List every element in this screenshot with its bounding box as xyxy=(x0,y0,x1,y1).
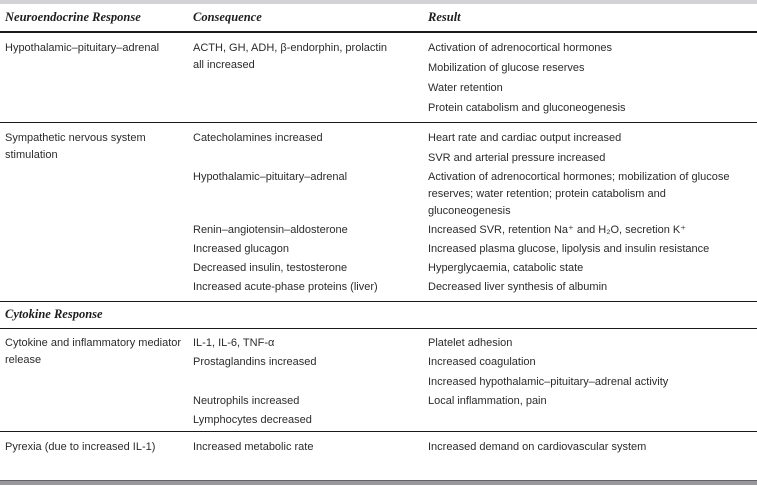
row-entries: Increased metabolic rate Increased deman… xyxy=(193,439,749,458)
result-line: Increased hypothalamic–pituitary–adrenal… xyxy=(428,376,669,388)
column-header-response: Neuroendocrine Response xyxy=(5,10,141,24)
result-line: Activation of adrenocortical hormones; m… xyxy=(428,171,730,217)
consequence-cell: Hypothalamic–pituitary–adrenal xyxy=(193,171,348,183)
table-entry: Decreased insulin, testosterone Hypergly… xyxy=(193,260,749,277)
table-entry: IL-1, IL-6, TNF-α Platelet adhesion xyxy=(193,335,749,352)
result-cell: Activation of adrenocortical hormones; m… xyxy=(428,169,749,220)
result-line: Increased plasma glucose, lipolysis and … xyxy=(428,243,710,255)
result-cell: Platelet adhesion xyxy=(428,335,749,352)
result-cell: Heart rate and cardiac output increased … xyxy=(428,130,749,167)
result-line: Heart rate and cardiac output increased xyxy=(428,132,622,144)
table-entry: Catecholamines increased Heart rate and … xyxy=(193,130,749,167)
section-header-cytokine-response: Cytokine Response xyxy=(0,302,757,329)
table-entry: Increased metabolic rate Increased deman… xyxy=(193,439,749,456)
table-entry: Increased acute-phase proteins (liver) D… xyxy=(193,279,749,296)
table-entry: Hypothalamic–pituitary–adrenal Activatio… xyxy=(193,169,749,220)
response-cell: Pyrexia (due to increased IL-1) xyxy=(5,441,156,453)
consequence-cell: Catecholamines increased xyxy=(193,132,323,144)
response-cell: Cytokine and inflammatory mediator relea… xyxy=(5,337,182,366)
result-line: Increased demand on cardiovascular syste… xyxy=(428,441,647,453)
consequence-cell: Increased glucagon xyxy=(193,243,290,255)
result-line: Decreased liver synthesis of albumin xyxy=(428,281,608,293)
consequence-cell: Renin–angiotensin–aldosterone xyxy=(193,224,348,236)
top-rule-band xyxy=(0,0,757,4)
row-entries: IL-1, IL-6, TNF-α Platelet adhesion Pros… xyxy=(193,335,749,431)
table-entry: Renin–angiotensin–aldosterone Increased … xyxy=(193,222,749,239)
result-cell: Activation of adrenocortical hormones Mo… xyxy=(428,40,749,117)
result-cell: Increased SVR, retention Na⁺ and H₂O, se… xyxy=(428,222,749,239)
result-cell: Increased plasma glucose, lipolysis and … xyxy=(428,241,749,258)
table-row: Pyrexia (due to increased IL-1) Increase… xyxy=(0,432,757,461)
table-row: Hypothalamic–pituitary–adrenal ACTH, GH,… xyxy=(0,33,757,123)
result-cell: Decreased liver synthesis of albumin xyxy=(428,279,749,296)
consequence-cell: Lymphocytes decreased xyxy=(193,414,312,426)
table-entry: Neutrophils increased Local inflammation… xyxy=(193,393,749,410)
neuroendocrine-response-table: Neuroendocrine Response Consequence Resu… xyxy=(0,4,757,461)
row-entries: Catecholamines increased Heart rate and … xyxy=(193,130,749,298)
result-line: Local inflammation, pain xyxy=(428,395,547,407)
result-line: Increased SVR, retention Na⁺ and H₂O, se… xyxy=(428,224,687,236)
result-line: Water retention xyxy=(428,82,503,94)
result-line: Mobilization of glucose reserves xyxy=(428,62,585,74)
result-line: Activation of adrenocortical hormones xyxy=(428,42,613,54)
consequence-cell: IL-1, IL-6, TNF-α xyxy=(193,337,275,349)
response-cell: Sympathetic nervous system stimulation xyxy=(5,132,146,161)
consequence-cell: ACTH, GH, ADH, β-endorphin, prolactin al… xyxy=(193,42,388,71)
result-line: Hyperglycaemia, catabolic state xyxy=(428,262,584,274)
response-cell: Hypothalamic–pituitary–adrenal xyxy=(5,42,160,54)
table-entry: Increased glucagon Increased plasma gluc… xyxy=(193,241,749,258)
consequence-cell: Neutrophils increased xyxy=(193,395,300,407)
table-row: Sympathetic nervous system stimulation C… xyxy=(0,123,757,302)
result-cell: Increased coagulation Increased hypothal… xyxy=(428,354,749,391)
result-line: Increased coagulation xyxy=(428,356,536,368)
consequence-cell: Decreased insulin, testosterone xyxy=(193,262,348,274)
result-cell: Local inflammation, pain xyxy=(428,393,749,410)
result-line: SVR and arterial pressure increased xyxy=(428,152,606,164)
consequence-cell: Increased metabolic rate xyxy=(193,441,314,453)
result-cell: Hyperglycaemia, catabolic state xyxy=(428,260,749,277)
result-line: Protein catabolism and gluconeogenesis xyxy=(428,102,626,114)
column-header-result: Result xyxy=(428,10,461,24)
consequence-cell: Prostaglandins increased xyxy=(193,356,317,368)
result-cell xyxy=(428,412,749,429)
table-row: Cytokine and inflammatory mediator relea… xyxy=(0,329,757,432)
row-entries: ACTH, GH, ADH, β-endorphin, prolactin al… xyxy=(193,40,749,119)
table-entry: Prostaglandins increased Increased coagu… xyxy=(193,354,749,391)
bottom-rule-band xyxy=(0,480,757,485)
table-header-row: Neuroendocrine Response Consequence Resu… xyxy=(0,4,757,33)
table-entry: ACTH, GH, ADH, β-endorphin, prolactin al… xyxy=(193,40,749,117)
consequence-cell: Increased acute-phase proteins (liver) xyxy=(193,281,378,293)
result-cell: Increased demand on cardiovascular syste… xyxy=(428,439,749,456)
result-line: Platelet adhesion xyxy=(428,337,513,349)
column-header-consequence: Consequence xyxy=(193,10,262,24)
table-entry: Lymphocytes decreased xyxy=(193,412,749,429)
